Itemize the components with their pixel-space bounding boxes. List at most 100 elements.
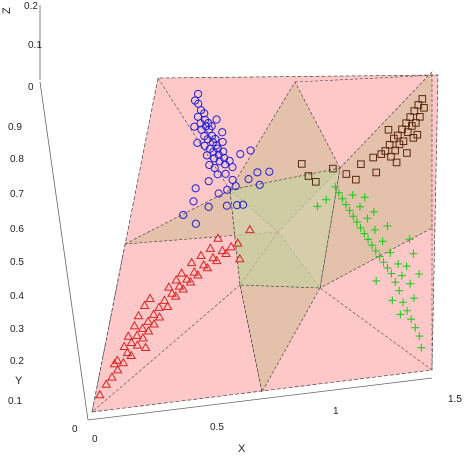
- data-point-circle: [232, 201, 242, 210]
- data-point-circle: [190, 122, 199, 131]
- x-tick-label: 1: [333, 406, 339, 417]
- data-point-square: [410, 107, 419, 115]
- data-point-triangle: [205, 243, 216, 252]
- data-point-square: [387, 152, 395, 161]
- data-point-triangle: [154, 311, 165, 321]
- data-point-plus: [388, 296, 397, 305]
- data-point-square: [357, 160, 365, 168]
- data-point-plus: [391, 278, 400, 287]
- x-axis-line: [87, 377, 433, 421]
- z-tick-label: 0: [28, 82, 34, 93]
- data-point-circle: [228, 163, 237, 172]
- data-point-triangle: [198, 259, 209, 269]
- data-point-square: [372, 168, 381, 177]
- surface-edge: [91, 284, 241, 413]
- data-point-circle: [231, 182, 240, 191]
- data-point-triangle: [143, 325, 154, 335]
- data-point-triangle: [170, 291, 181, 300]
- y-tick-label: 0.1: [8, 396, 22, 407]
- data-point-plus: [395, 286, 404, 295]
- data-point-triangle: [132, 330, 142, 339]
- data-point-square: [403, 128, 412, 136]
- data-point-triangle: [112, 355, 123, 364]
- data-point-triangle: [145, 293, 155, 302]
- data-point-square: [342, 170, 351, 178]
- data-point-plus: [397, 271, 406, 280]
- data-point-plus: [415, 270, 424, 279]
- data-point-plus: [338, 194, 347, 203]
- data-point-circle: [193, 89, 203, 99]
- data-point-square: [406, 113, 415, 121]
- data-point-plus: [387, 269, 396, 278]
- data-point-square: [413, 130, 422, 139]
- data-point-triangle: [176, 268, 187, 277]
- data-point-plus: [363, 214, 372, 223]
- data-point-circle: [189, 197, 198, 206]
- tick-labels: 0 0.5 1 1.5 0.1 0.2 0.3 0.4 0.5 0.6 0.7 0.8 0.9 0 0.1 0…: [8, 1, 462, 445]
- data-point-triangle: [234, 253, 245, 263]
- data-point-square: [408, 122, 416, 130]
- data-point-square: [329, 164, 337, 173]
- data-point-square: [416, 113, 424, 121]
- y-tick-label: 0.6: [10, 224, 24, 235]
- data-point-square: [312, 178, 320, 186]
- data-point-plus: [383, 263, 392, 272]
- data-point-plus: [352, 218, 361, 227]
- data-point-plus: [348, 191, 357, 200]
- data-point-triangle: [118, 357, 129, 367]
- data-point-triangle: [167, 288, 177, 297]
- y-tick-label: 0.7: [10, 189, 24, 200]
- data-point-triangle: [94, 389, 105, 399]
- data-point-plus: [379, 258, 388, 267]
- data-point-triangle: [196, 250, 206, 260]
- data-point-triangle: [208, 252, 218, 262]
- data-point-square: [418, 95, 427, 103]
- data-point-triangle: [129, 320, 140, 330]
- data-point-plus: [313, 202, 322, 211]
- data-point-square: [384, 125, 393, 134]
- data-point-square: [352, 175, 360, 184]
- data-point-circle: [212, 115, 221, 124]
- data-point-circle: [222, 201, 231, 210]
- data-point-triangle: [137, 323, 148, 332]
- data-point-plus: [417, 343, 426, 352]
- data-point-circle: [236, 149, 245, 159]
- data-point-square: [398, 125, 406, 134]
- data-point-circle: [204, 202, 213, 211]
- data-point-circle: [244, 175, 253, 184]
- data-point-triangle: [174, 281, 185, 290]
- data-point-triangle: [112, 364, 123, 374]
- data-point-plus: [405, 235, 414, 244]
- data-point-plus: [364, 235, 373, 244]
- data-point-circle: [223, 185, 232, 194]
- data-point-plus: [355, 202, 364, 211]
- data-point-circle: [253, 168, 262, 177]
- data-point-circle: [200, 141, 209, 150]
- data-point-circle: [219, 147, 228, 156]
- data-point-triangle: [143, 316, 153, 325]
- data-point-plus: [375, 252, 384, 261]
- data-point-circle: [204, 177, 213, 186]
- data-point-circle: [265, 167, 274, 176]
- data-point-triangle: [185, 276, 196, 286]
- surface-edge: [319, 287, 433, 371]
- data-point-circle: [255, 180, 264, 189]
- data-point-plus: [383, 221, 392, 230]
- y-tick-label: 0.5: [10, 257, 24, 268]
- data-point-triangle: [189, 267, 200, 276]
- surface-center: [229, 167, 341, 289]
- data-point-triangle: [140, 342, 151, 351]
- data-point-plus: [349, 212, 358, 221]
- data-point-triangle: [132, 340, 143, 349]
- data-point-plus: [360, 193, 369, 202]
- data-point-triangle: [178, 284, 189, 293]
- data-point-plus: [331, 182, 340, 191]
- data-point-circle: [193, 138, 202, 147]
- data-point-triangle: [139, 300, 150, 309]
- data-point-square: [414, 101, 423, 109]
- data-point-plus: [409, 249, 418, 258]
- origin-tick-label: 0: [72, 424, 78, 435]
- data-point-triangle: [126, 350, 137, 359]
- y-axis-line: [39, 81, 89, 421]
- data-point-triangle: [211, 255, 222, 265]
